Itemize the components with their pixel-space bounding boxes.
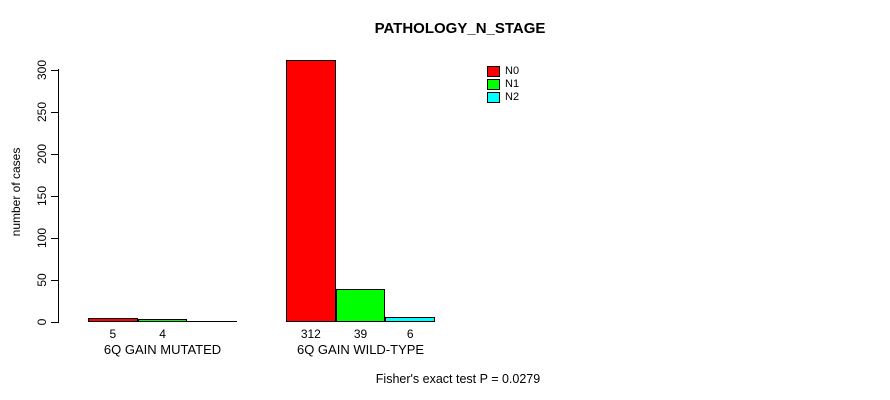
y-axis-line <box>58 69 59 323</box>
legend-swatch-n2 <box>487 92 500 103</box>
y-tick-label: 0 <box>35 318 49 326</box>
bar-n0-6q-gain-mutated <box>88 317 138 322</box>
legend-item-n0: N0 <box>487 65 519 78</box>
legend-item-n2: N2 <box>487 91 519 104</box>
bar-n1-6q-gain-mutated <box>137 318 188 322</box>
legend-label: N0 <box>505 65 520 77</box>
bar-value-label: 312 <box>300 327 321 341</box>
y-axis-tick <box>51 322 58 323</box>
y-tick-label: 250 <box>35 101 49 123</box>
y-tick-label: 100 <box>35 227 49 249</box>
y-axis-label: number of cases <box>9 147 23 237</box>
legend: N0 N1 N2 <box>487 65 519 104</box>
legend-label: N1 <box>505 78 520 90</box>
bar-value-label: 39 <box>353 327 368 341</box>
bar-value-label: 6 <box>406 327 414 341</box>
bar-n0-6q-gain-wild-type <box>286 59 336 322</box>
y-tick-label: 50 <box>35 273 49 287</box>
y-axis-tick <box>51 70 58 71</box>
bar-n2-6q-gain-mutated <box>187 321 238 322</box>
y-axis-tick <box>51 154 58 155</box>
chart-title: PATHOLOGY_N_STAGE <box>374 20 546 37</box>
legend-label: N2 <box>505 91 520 103</box>
y-axis-tick <box>51 280 58 281</box>
legend-swatch-n0 <box>487 66 500 77</box>
y-axis-tick <box>51 238 58 239</box>
legend-item-n1: N1 <box>487 78 519 91</box>
y-tick-label: 150 <box>35 185 49 207</box>
category-label: 6Q GAIN WILD-TYPE <box>296 342 425 357</box>
category-label: 6Q GAIN MUTATED <box>103 342 222 357</box>
y-tick-label: 200 <box>35 143 49 165</box>
bar-n2-6q-gain-wild-type <box>385 316 436 322</box>
bar-value-label: 4 <box>159 327 166 341</box>
legend-swatch-n1 <box>487 79 500 90</box>
y-tick-label: 300 <box>35 59 49 81</box>
bar-value-label: 5 <box>109 327 117 341</box>
bar-n1-6q-gain-wild-type <box>335 289 386 322</box>
y-axis-tick <box>51 196 58 197</box>
fisher-test-annotation: Fisher's exact test P = 0.0279 <box>375 372 541 386</box>
y-axis-tick <box>51 112 58 113</box>
